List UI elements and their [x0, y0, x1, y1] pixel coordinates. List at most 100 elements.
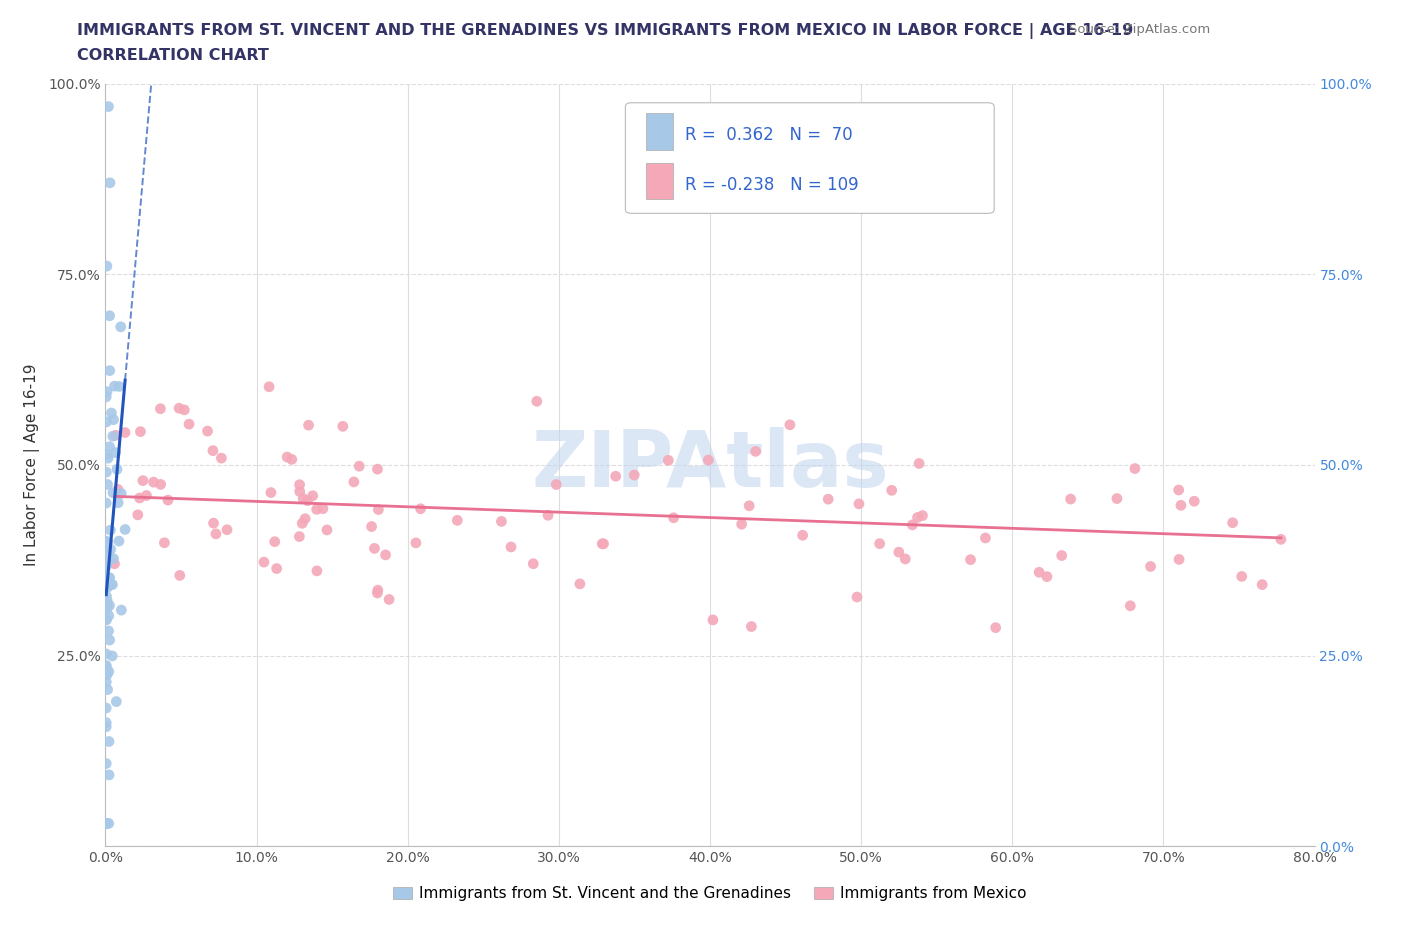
Point — [96, 259, 118, 273]
Point — [623, 468, 645, 483]
Point — [96, 569, 118, 584]
Point — [280, 452, 302, 467]
Point — [332, 418, 354, 433]
Point — [96, 613, 118, 628]
Point — [374, 548, 396, 563]
Point — [127, 508, 149, 523]
Point — [98, 439, 121, 454]
Point — [360, 519, 382, 534]
Point — [96, 545, 118, 560]
Point — [779, 418, 801, 432]
Point — [96, 700, 118, 715]
Point — [153, 536, 176, 551]
Point — [1251, 578, 1274, 592]
Point — [880, 483, 903, 498]
Point — [98, 734, 121, 749]
Point — [96, 534, 118, 549]
Point — [96, 756, 118, 771]
Point — [110, 486, 132, 501]
Point — [378, 592, 401, 607]
Text: CORRELATION CHART: CORRELATION CHART — [77, 48, 269, 63]
Point — [177, 417, 200, 432]
Point — [288, 529, 311, 544]
Point — [96, 550, 118, 565]
Text: Source: ZipAtlas.com: Source: ZipAtlas.com — [1069, 23, 1209, 36]
Point — [1050, 548, 1073, 563]
Point — [1119, 598, 1142, 613]
Point — [405, 536, 427, 551]
Point — [96, 447, 118, 462]
Point — [97, 535, 120, 550]
Point — [887, 545, 910, 560]
Point — [446, 512, 468, 527]
Point — [297, 418, 319, 432]
Point — [96, 667, 118, 682]
Point — [108, 379, 131, 394]
Point — [316, 523, 339, 538]
Point — [96, 596, 118, 611]
Point — [367, 502, 389, 517]
Bar — [645, 163, 672, 199]
Point — [499, 539, 522, 554]
Point — [96, 559, 118, 574]
Point — [702, 613, 724, 628]
Text: ZIPAtlas: ZIPAtlas — [531, 427, 889, 503]
Point — [911, 508, 934, 523]
Point — [129, 424, 152, 439]
Point — [96, 715, 118, 730]
Point — [105, 694, 128, 709]
Point — [110, 319, 132, 334]
Point — [96, 496, 118, 511]
Point — [98, 309, 121, 324]
Point — [96, 477, 118, 492]
Point — [97, 664, 120, 679]
Point — [522, 556, 544, 571]
Point — [96, 674, 118, 689]
Point — [103, 412, 125, 427]
Point — [97, 570, 120, 585]
Point — [96, 816, 118, 830]
Point — [104, 445, 127, 460]
Point — [738, 498, 761, 513]
Point — [1222, 515, 1244, 530]
Point — [96, 593, 118, 608]
Point — [1270, 532, 1292, 547]
Point — [908, 456, 931, 471]
Point — [1167, 483, 1189, 498]
Point — [792, 528, 814, 543]
Point — [367, 583, 389, 598]
Point — [201, 444, 224, 458]
Point — [96, 589, 118, 604]
Point — [744, 444, 766, 458]
Point — [114, 425, 136, 440]
Point — [96, 465, 118, 480]
Legend: Immigrants from St. Vincent and the Grenadines, Immigrants from Mexico: Immigrants from St. Vincent and the Gren… — [387, 880, 1033, 908]
Point — [98, 632, 121, 647]
Point — [869, 537, 891, 551]
Point — [1123, 461, 1146, 476]
Point — [96, 557, 118, 572]
Point — [537, 508, 560, 523]
Point — [101, 429, 124, 444]
Point — [104, 428, 127, 443]
Point — [257, 379, 280, 394]
Point — [974, 530, 997, 545]
Point — [894, 551, 917, 566]
Point — [1036, 569, 1059, 584]
Point — [96, 415, 118, 430]
Point — [103, 551, 125, 566]
Point — [301, 488, 323, 503]
Point — [156, 493, 179, 508]
Point — [363, 541, 385, 556]
Point — [568, 577, 591, 591]
Point — [96, 658, 118, 673]
Point — [132, 473, 155, 488]
Point — [907, 510, 929, 525]
Point — [984, 620, 1007, 635]
Point — [292, 491, 315, 506]
Point — [266, 561, 288, 576]
Point — [276, 449, 298, 464]
Text: R =  0.362   N =  70: R = 0.362 N = 70 — [685, 126, 852, 144]
Point — [110, 603, 132, 618]
Point — [100, 577, 122, 591]
